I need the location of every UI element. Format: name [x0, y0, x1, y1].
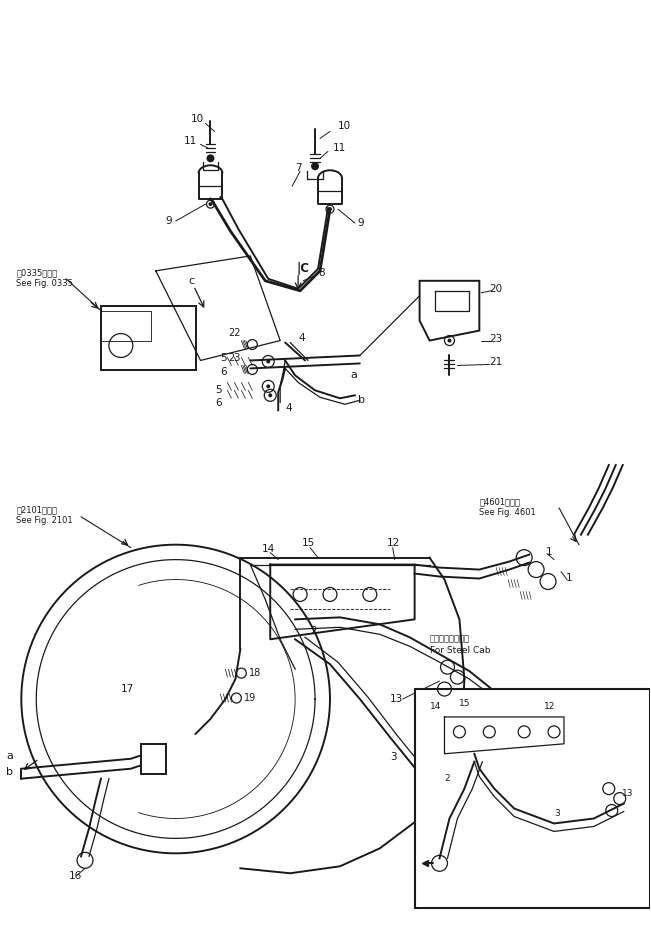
Bar [415, 689, 650, 908]
Text: 11: 11 [333, 143, 346, 154]
Text: 5: 5 [221, 354, 227, 363]
Text: 15: 15 [460, 699, 471, 709]
Text: 21: 21 [490, 358, 503, 368]
Text: 3: 3 [554, 809, 560, 818]
Text: 2: 2 [445, 774, 450, 783]
Polygon shape [101, 306, 195, 371]
Text: b: b [358, 395, 365, 405]
Text: 10: 10 [191, 114, 204, 124]
Text: 第0335図参照: 第0335図参照 [16, 269, 57, 277]
Circle shape [268, 393, 272, 397]
Text: 3: 3 [390, 752, 396, 762]
Circle shape [266, 359, 270, 363]
Text: See Fig. 2101: See Fig. 2101 [16, 517, 73, 525]
Text: 5: 5 [215, 386, 222, 395]
Text: 23: 23 [490, 333, 503, 344]
Text: 15: 15 [302, 537, 315, 548]
Text: a: a [7, 751, 13, 761]
Text: 13: 13 [390, 694, 403, 704]
Text: For Steel Cab: For Steel Cab [430, 646, 490, 654]
Text: 8: 8 [318, 268, 325, 278]
Polygon shape [420, 281, 479, 341]
Circle shape [208, 202, 212, 206]
Text: 7: 7 [295, 163, 302, 173]
Text: 第2101図参照: 第2101図参照 [16, 505, 57, 514]
Text: See Fig. 4601: See Fig. 4601 [479, 508, 536, 518]
Text: 4: 4 [298, 332, 305, 343]
Circle shape [328, 207, 332, 212]
Text: 第4601図参照: 第4601図参照 [479, 497, 520, 506]
Text: 12: 12 [387, 537, 400, 548]
Text: 10: 10 [338, 122, 351, 131]
Text: 6: 6 [221, 368, 227, 377]
Text: 14: 14 [262, 544, 275, 554]
Text: 9: 9 [358, 218, 365, 228]
Text: 9: 9 [166, 216, 173, 227]
Text: 2: 2 [310, 626, 316, 636]
Text: a: a [350, 371, 357, 380]
Text: 23: 23 [229, 354, 241, 363]
Text: 22: 22 [229, 328, 241, 338]
Text: 18: 18 [249, 668, 262, 678]
Text: 17: 17 [121, 684, 134, 695]
Text: 16: 16 [69, 871, 82, 882]
Text: 19: 19 [244, 693, 256, 703]
Circle shape [266, 385, 270, 388]
Text: 6: 6 [215, 399, 222, 408]
Circle shape [447, 339, 451, 343]
Text: 11: 11 [184, 137, 197, 146]
Text: |C: |C [296, 262, 309, 275]
Text: See Fig. 0335: See Fig. 0335 [16, 279, 73, 288]
Circle shape [206, 154, 214, 162]
Text: 13: 13 [622, 789, 633, 798]
Circle shape [311, 162, 319, 170]
Text: 12: 12 [544, 703, 555, 711]
Text: 1: 1 [566, 573, 573, 582]
Text: c: c [189, 276, 195, 285]
Text: b: b [7, 767, 14, 777]
Text: 1: 1 [546, 547, 553, 557]
Text: 14: 14 [430, 703, 441, 711]
Polygon shape [141, 744, 166, 774]
Text: 4: 4 [285, 403, 292, 414]
Text: 20: 20 [490, 284, 503, 294]
Text: スチールキャブ用: スチールキャブ用 [430, 635, 469, 644]
